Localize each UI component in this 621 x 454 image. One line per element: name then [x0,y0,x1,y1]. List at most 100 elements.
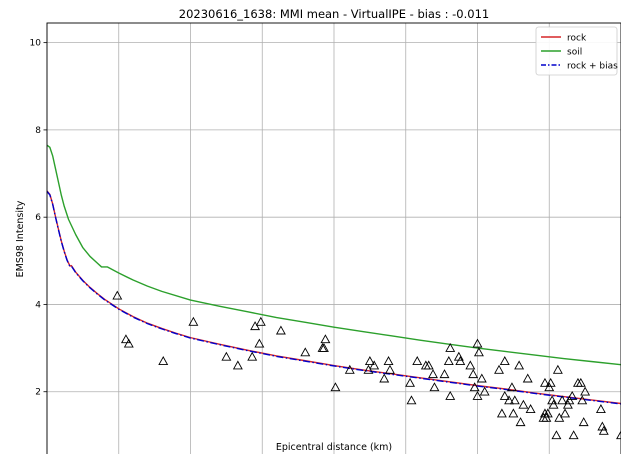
y-tick-label: 2 [35,388,41,398]
observation-point [616,430,621,440]
observation-point [369,360,380,370]
observation-point [221,351,232,361]
observation-point [544,382,555,392]
observation-point [405,377,416,387]
observation-point [420,360,431,370]
observation-point [551,430,562,440]
observation-point [317,342,328,352]
observation-point [412,356,423,365]
observation-point [363,364,374,374]
observation-point [364,356,375,365]
observation-point [318,342,329,352]
observation-point [344,364,355,374]
observation-point [557,395,568,405]
observation-point [275,325,286,335]
observation-point [428,369,438,379]
axis-ticks: 050100150200250300350400246810 [30,39,47,398]
observation-point [562,399,573,409]
plot-frame [46,22,621,454]
observation-point [567,390,578,400]
observation-point [522,373,533,383]
series-line-soil [46,144,621,366]
observation-point [423,360,434,370]
observation-point [580,386,591,396]
observation-point [552,364,563,374]
observation-point [473,347,484,357]
legend-frame [535,26,618,76]
observation-point [120,334,131,344]
observation-point [548,399,559,409]
y-tick-label: 4 [35,300,41,310]
observation-point [577,395,588,405]
observation-point [514,360,525,370]
observation-point [469,382,480,392]
y-tick-label: 6 [35,213,41,223]
observation-point [595,404,606,413]
observation-point [472,338,483,348]
x-axis-label: Epicentral distance (km) [276,442,392,453]
observation-point [468,369,479,379]
observation-point [406,395,417,405]
observation-point [455,356,466,365]
observation-point [499,356,510,365]
observation-point [542,408,553,418]
observation-point [508,408,519,418]
observation-point [232,360,243,370]
observation-point [541,412,552,422]
observation-point [504,395,515,405]
observation-point [568,430,579,440]
observation-point [499,390,510,400]
observation-point [247,351,258,361]
observation-point [572,377,583,387]
observation-point [472,390,483,400]
observation-point [494,364,504,374]
observation-point [525,404,536,413]
observation-point [538,412,549,422]
observation-point [545,377,556,387]
observation-point [539,377,550,387]
observation-point [330,382,341,392]
y-tick-label: 10 [30,39,42,49]
observation-point [443,356,454,365]
observation-point [496,408,507,418]
observation-point [518,399,529,409]
observation-point [188,316,199,326]
observation-point [320,334,331,344]
observation-point [445,390,456,400]
observation-point [429,382,440,392]
observation-point [379,373,390,383]
observation-point [123,338,134,348]
y-axis-label: EMS98 Intensity [15,200,26,277]
observation-point [445,342,456,352]
observation-point [300,347,311,357]
observation-point [383,356,394,365]
chart-legend: rock soil rock + bias [535,26,618,76]
observation-point [578,417,589,427]
series-line-rock-bias [46,190,621,405]
observation-point [509,395,520,405]
observation-point [560,408,570,418]
observation-point [385,364,395,374]
observation-point [575,377,586,387]
observation-point [158,356,169,365]
observation-point [476,373,487,383]
chart-title: 20230616_1638: MMI mean - VirtualIPE - b… [179,7,489,21]
series-lines [46,144,621,405]
observation-point [479,386,490,396]
observation-point [112,290,123,300]
observation-point [254,338,265,348]
observation-point [564,395,575,405]
observation-markers [112,290,621,440]
y-tick-label: 8 [35,126,41,136]
grid-lines [46,23,621,454]
observation-point [255,316,266,326]
observation-point [250,321,261,331]
observation-point [598,425,609,435]
observation-point [439,369,450,379]
observation-point [554,412,565,422]
observation-point [506,382,517,392]
legend-label: soil [567,48,582,58]
legend-label: rock [567,34,587,44]
